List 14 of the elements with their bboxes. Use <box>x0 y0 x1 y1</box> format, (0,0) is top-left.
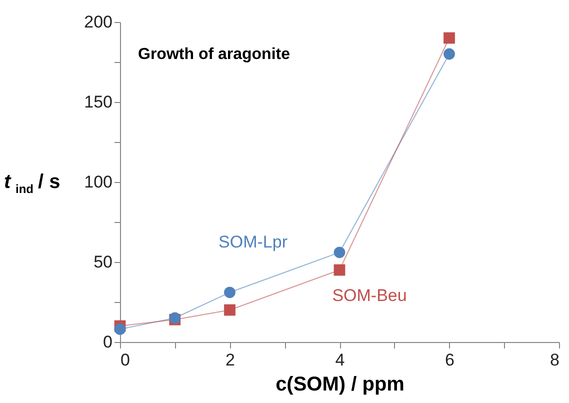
y-tick-label: 150 <box>84 92 112 112</box>
series-label: SOM-Lpr <box>218 232 288 252</box>
y-tick-label: 200 <box>84 12 112 32</box>
y-tick-label: 50 <box>94 252 112 272</box>
x-tick-label: 4 <box>335 350 345 370</box>
x-tick-label: 6 <box>445 350 454 370</box>
series-label: SOM-Beu <box>332 286 407 305</box>
x-tick-label: 8 <box>550 350 560 370</box>
y-tick-label: 0 <box>103 332 112 352</box>
y-tick-label: 100 <box>84 172 112 192</box>
x-tick-label: 0 <box>120 350 130 370</box>
x-axis-title: c(SOM) / ppm <box>276 374 404 396</box>
annotation: Growth of aragonite <box>138 46 290 63</box>
x-tick-label: 2 <box>226 350 235 370</box>
